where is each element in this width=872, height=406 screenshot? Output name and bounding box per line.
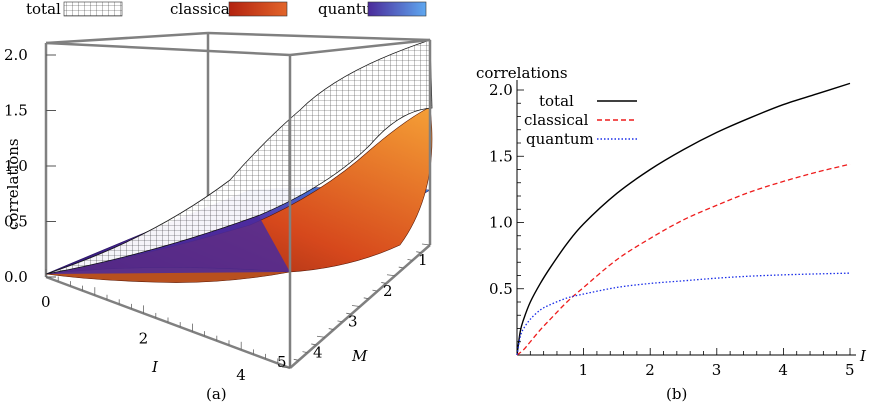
y-tick-mark [351,305,361,307]
x-tick-label: 4 [236,366,246,384]
y-tick-mark [316,335,326,338]
legend-a-classical-label: classical [170,0,235,18]
y-tick-mark [281,366,291,369]
panel-a-legend: total classical quantum [26,0,427,18]
legend-a-total-swatch [63,1,123,17]
y-tick-mark [407,258,413,261]
panel-b-label: (b) [666,385,687,403]
legend-b-total-label: total [539,92,574,110]
y-axis-label: M [351,347,368,365]
y-tick-label: 1.5 [489,147,513,165]
y-tick-mark [328,328,334,330]
y-tick-label: 0.5 [489,280,513,298]
x-tick-label: 1 [579,361,589,379]
y-tick-mark [398,266,404,269]
y-tick-mark [421,243,431,246]
panel-a-label: (a) [206,385,227,403]
y-tick-label: 1 [418,251,428,269]
series-total-line [516,82,851,356]
z-axis-label: correlations [4,138,22,230]
x-tick-label: 2 [139,329,149,347]
y-tick-mark [386,274,396,277]
z-tick-label: 1.0 [4,157,28,175]
series-quantum-line [516,272,851,356]
y-tick-mark [381,282,387,284]
y-tick-mark [337,320,343,323]
y-tick-mark [293,358,299,361]
x-tick-label: 4 [778,361,788,379]
z-tick-label: 0.0 [4,268,28,286]
legend-b-classical-label: classical [524,111,589,129]
x-axis-label: I [151,358,159,376]
y-tick-label: 2.0 [489,81,513,99]
x-tick-label: 2 [645,361,655,379]
x-tick-label: 0 [41,293,51,311]
z-tick-label: 2.0 [4,46,28,64]
x-tick-label: 3 [712,361,722,379]
panel-a-surface-plot: total classical quantum 0.00.51.01.52.0cor… [4,0,433,403]
y-tick-mark [311,343,317,346]
z-tick-label: 0.5 [4,213,28,231]
y-tick-mark [363,297,369,300]
y-tick-mark [416,251,422,254]
legend-a-quantum-swatch [367,1,427,17]
panel-b-series [516,82,851,356]
y-tick-label: 4 [313,343,323,361]
y-tick-mark [372,289,378,292]
z-tick-label: 1.5 [4,102,28,120]
series-classical-line [516,163,851,356]
x-axis-label: I [859,347,867,365]
y-tick-label: 1.0 [489,214,513,232]
x-tick-label-end: 5 [277,353,287,371]
y-tick-label: 2 [383,282,393,300]
y-tick-mark [346,312,352,315]
legend-a-classical-swatch [228,1,288,17]
y-tick-label: 3 [348,313,358,331]
x-tick-label: 5 [845,361,855,379]
y-tick-mark [302,351,308,354]
y-axis-label: correlations [476,64,568,82]
legend-a-total-label: total [26,0,61,18]
panel-a-axes: 0.0 0.5 1.0 1.5 2.0 correlations 0 2 4 5 I 1 2 3 4 M [4,46,431,384]
legend-b-quantum-label: quantum [526,130,594,148]
